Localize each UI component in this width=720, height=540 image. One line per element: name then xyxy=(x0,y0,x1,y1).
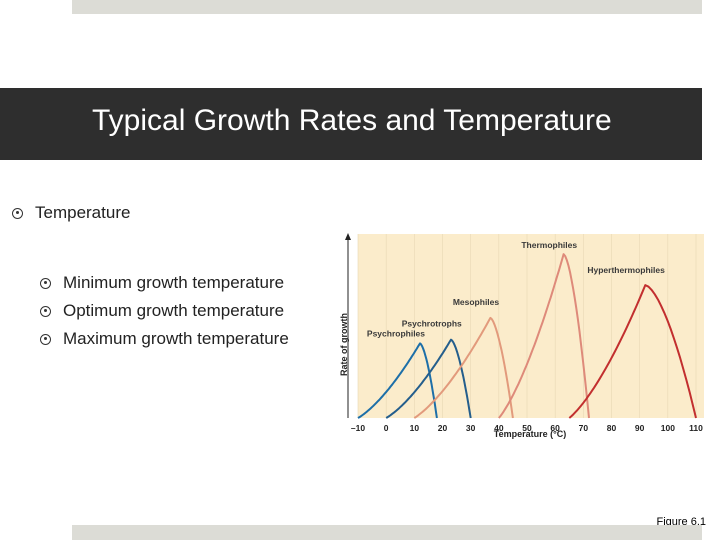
y-axis-arrow-icon xyxy=(345,233,351,240)
bullet-marker-icon xyxy=(40,333,51,345)
x-tick-label: 110 xyxy=(689,423,703,433)
x-tick-label: 60 xyxy=(550,423,560,433)
series-curve-mesophiles xyxy=(413,316,514,419)
x-tick-label: 90 xyxy=(635,423,645,433)
x-tick-label: 30 xyxy=(466,423,476,433)
grid-layer xyxy=(357,234,697,418)
series-label-hyperthermophiles: Hyperthermophiles xyxy=(587,265,665,275)
bullet-text: Maximum growth temperature xyxy=(63,329,289,348)
x-tick-label: 20 xyxy=(438,423,448,433)
bullet-text: Optimum growth temperature xyxy=(63,301,285,320)
series-label-psychrophiles: Psychrophiles xyxy=(367,328,425,338)
x-tick-label: 0 xyxy=(384,423,389,433)
slide-title: Typical Growth Rates and Temperature xyxy=(92,104,612,137)
top-decor-bar xyxy=(72,0,702,14)
series-curve-psychrophiles xyxy=(357,342,438,419)
x-tick-label: 10 xyxy=(410,423,420,433)
series-curve-psychrotrophs xyxy=(385,338,472,419)
x-tick-label: 50 xyxy=(522,423,532,433)
x-tick-label: 80 xyxy=(607,423,617,433)
x-tick-label: 40 xyxy=(494,423,504,433)
series-label-mesophiles: Mesophiles xyxy=(453,297,500,307)
bullet-minimum-growth: Minimum growth temperature xyxy=(40,273,284,293)
tick-layer: –10 0 10 20 30 40 50 60 70 80 90 100 110 xyxy=(351,423,703,433)
x-tick-label: –10 xyxy=(351,423,365,433)
x-tick-label: 70 xyxy=(579,423,589,433)
plot-background xyxy=(358,234,704,418)
y-axis-label: Rate of growth xyxy=(339,313,349,376)
bullet-marker-icon xyxy=(40,305,51,317)
title-band xyxy=(0,88,702,160)
bullet-temperature: Temperature xyxy=(12,203,130,223)
bullet-optimum-growth: Optimum growth temperature xyxy=(40,301,284,321)
x-tick-label: 100 xyxy=(661,423,675,433)
series-label-psychrotrophs: Psychrotrophs xyxy=(402,319,462,329)
series-label-thermophiles: Thermophiles xyxy=(521,240,577,250)
bullet-marker-icon xyxy=(40,277,51,289)
x-axis-label: Temperature (°C) xyxy=(494,429,566,439)
series-curve-thermophiles xyxy=(498,253,590,419)
bullet-maximum-growth: Maximum growth temperature xyxy=(40,329,289,349)
series-curve-hyperthermophiles xyxy=(568,284,697,419)
bullet-marker-icon xyxy=(12,207,23,219)
curve-layer xyxy=(357,253,697,419)
bottom-decor-bar xyxy=(72,525,702,540)
bullet-text: Minimum growth temperature xyxy=(63,273,285,292)
bullet-text: Temperature xyxy=(35,203,131,222)
